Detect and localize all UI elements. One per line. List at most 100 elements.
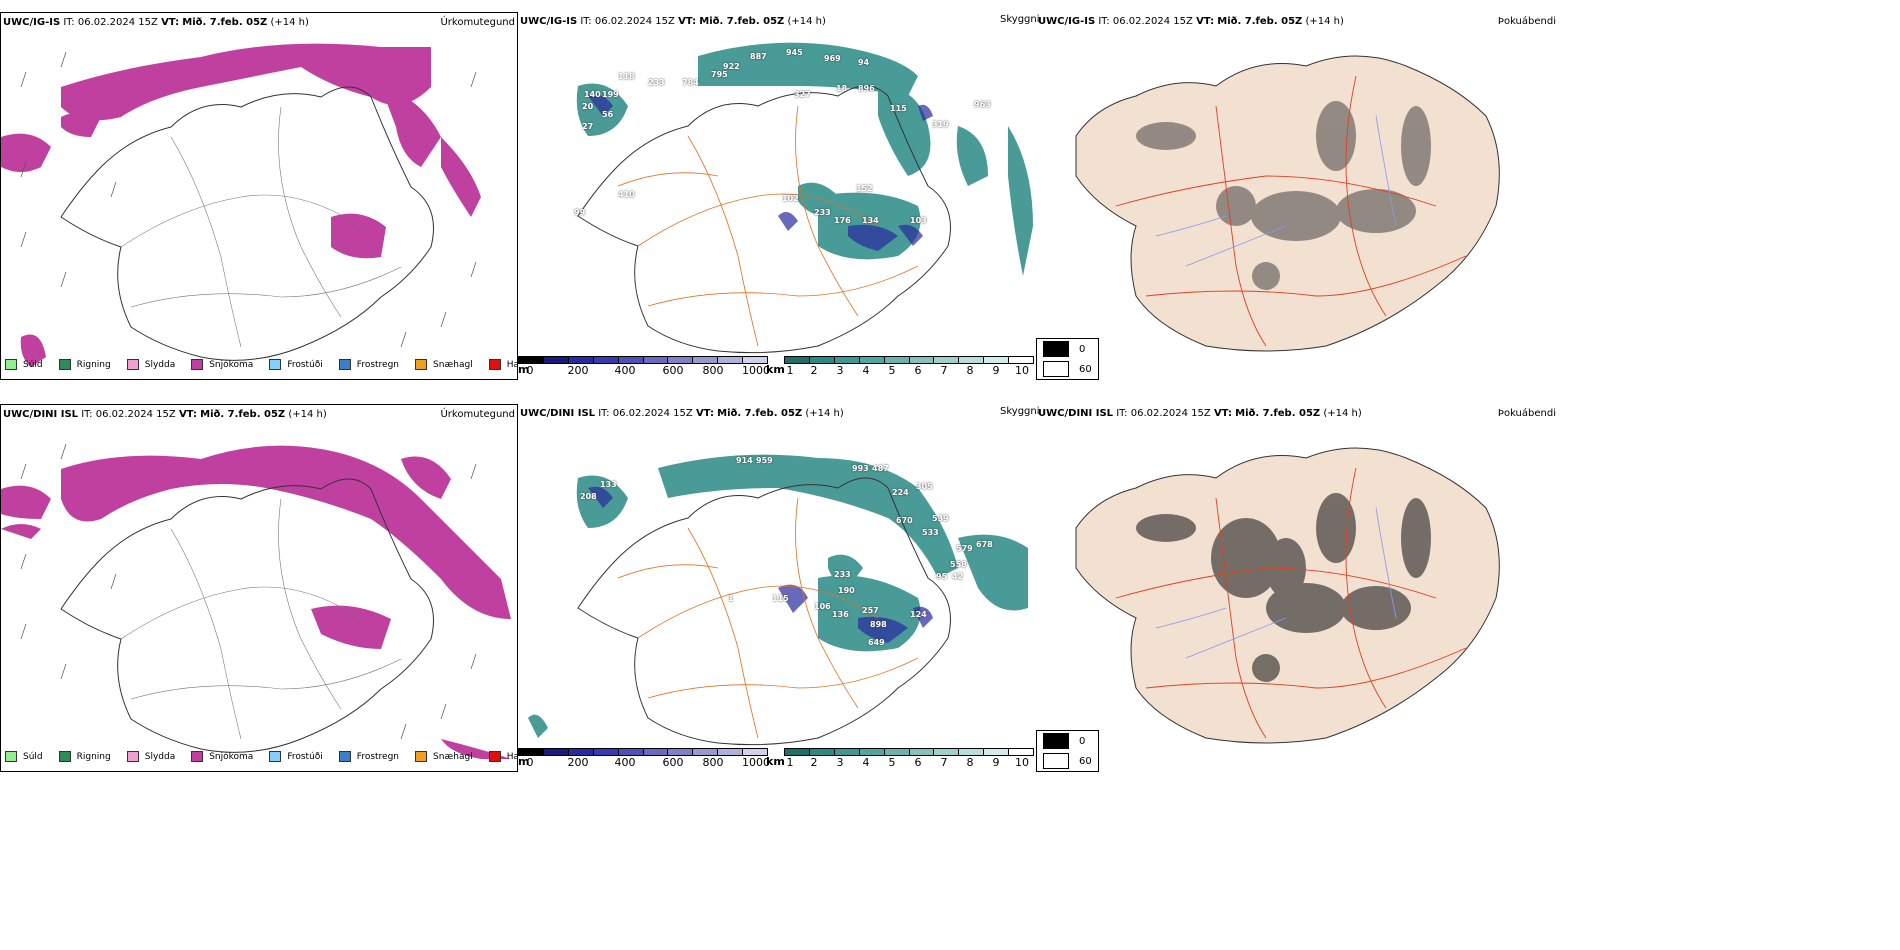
cloud-panel-row2: UWC/DINI ISL IT: 06.02.2024 15Z VT: Mið.…	[518, 404, 1038, 774]
wind-barbs	[20, 443, 477, 740]
cloud-label: 199	[602, 90, 619, 99]
panel-title-precip: Úrkomutegund	[440, 17, 515, 28]
cloud-label: 233	[648, 78, 665, 87]
cloud-label: 152	[856, 184, 873, 193]
header-row1-cloud: UWC/IG-IS IT: 06.02.2024 15Z VT: Mið. 7.…	[520, 16, 826, 27]
cloud-label: 969	[824, 54, 841, 63]
fog-map-row2	[1075, 447, 1500, 744]
legend-item: Haglél	[488, 359, 517, 370]
cloud-label: 95	[936, 572, 948, 581]
cloud-base-areas	[588, 94, 933, 251]
iceland-outline	[577, 477, 951, 746]
cloud-label: 784	[682, 78, 699, 87]
legend-item: Slydda	[126, 751, 175, 762]
header-row1-fog: UWC/IG-IS IT: 06.02.2024 15Z VT: Mið. 7.…	[1038, 16, 1344, 27]
cloud-label: 539	[932, 514, 949, 523]
fog-panel-row2: UWC/DINI ISL IT: 06.02.2024 15Z VT: Mið.…	[1036, 404, 1556, 774]
header-row2-fog: UWC/DINI ISL IT: 06.02.2024 15Z VT: Mið.…	[1038, 408, 1362, 419]
cloud-label: 795	[711, 70, 728, 79]
roads	[120, 498, 402, 740]
cloud-label: 487	[872, 464, 889, 473]
precip-map-row1	[1, 43, 481, 367]
cloud-label: 959	[756, 456, 773, 465]
cloud-map-row2	[528, 454, 1028, 746]
cloud-label: 115	[772, 594, 789, 603]
cloud-label: 558	[950, 560, 967, 569]
fog-map-row1	[1075, 55, 1500, 352]
cloud-label: 670	[896, 516, 913, 525]
cloud-label: 20	[582, 102, 594, 111]
cloud-label: 124	[910, 610, 927, 619]
legend-item: Snjókoma	[191, 751, 253, 762]
legend-item: Frostúði	[269, 359, 323, 370]
roads	[617, 105, 919, 347]
colorbar-m-row2: 0 200 400 600 800 1000 m	[518, 748, 770, 769]
legend-item: Frostúði	[269, 751, 323, 762]
cloud-label: 99	[574, 208, 586, 217]
cloud-label: 319	[932, 120, 949, 129]
cloud-label: 224	[892, 488, 909, 497]
legend-item: Rigning	[58, 359, 111, 370]
snow-areas	[1, 445, 511, 759]
cloud-label: 190	[838, 586, 855, 595]
iceland-outline	[60, 478, 434, 753]
roads	[120, 106, 402, 348]
cloud-label: 305	[916, 482, 933, 491]
cloud-label: 106	[814, 602, 831, 611]
legend-item: Súld	[5, 359, 43, 370]
cloud-label: 1	[728, 594, 734, 603]
cloud-label: 56	[602, 110, 614, 119]
cloud-label: 649	[868, 638, 885, 647]
cloud-label: 42	[952, 572, 964, 581]
colorbar-m-row1: 0 200 400 600 800 1000 m	[518, 356, 770, 377]
legend-item: Snæhagl	[415, 751, 473, 762]
cloud-label: 18	[836, 84, 848, 93]
panel-title-fog: Þokuábendi	[1497, 16, 1556, 27]
rivers	[1155, 507, 1397, 659]
cloud-label: 579	[956, 544, 973, 553]
iceland-outline	[60, 86, 434, 361]
fog-areas	[1136, 101, 1431, 290]
cloud-label: 134	[862, 216, 879, 225]
cloud-label: 257	[862, 606, 879, 615]
roads	[1115, 75, 1467, 347]
legend-item: Snæhagl	[415, 359, 473, 370]
legend-item: Frostregn	[338, 751, 399, 762]
header-row2-precip: UWC/DINI ISL IT: 06.02.2024 15Z VT: Mið.…	[3, 409, 327, 420]
cloud-base-areas	[588, 486, 933, 643]
legend-item: Súld	[5, 751, 43, 762]
panel-title-cloud: Skyggni	[1000, 406, 1040, 417]
cloud-label: 993	[852, 464, 869, 473]
cloud-label: 133	[600, 480, 617, 489]
fog-legend-row2: 0 60	[1036, 730, 1099, 772]
cloud-label: 140	[584, 90, 601, 99]
cloud-label: 922	[723, 62, 740, 71]
cloud-label: 327	[794, 90, 811, 99]
panel-title-fog: Þokuábendi	[1497, 408, 1556, 419]
legend-item: Frostregn	[338, 359, 399, 370]
cloud-label: 102	[782, 194, 799, 203]
cloud-label: 118	[618, 72, 635, 81]
legend-item: Snjókoma	[191, 359, 253, 370]
precip-panel-row2: UWC/DINI ISL IT: 06.02.2024 15Z VT: Mið.…	[0, 404, 518, 772]
cloud-label: 914	[736, 456, 753, 465]
legend-item: Haglél	[488, 751, 517, 762]
header-row2-cloud: UWC/DINI ISL IT: 06.02.2024 15Z VT: Mið.…	[520, 408, 844, 419]
cloud-label: 176	[834, 216, 851, 225]
cloud-label: 678	[976, 540, 993, 549]
precip-legend-row2: Súld Rigning Slydda Snjókoma Frostúði Fr…	[5, 751, 517, 762]
cloud-label: 233	[814, 208, 831, 217]
iceland-outline	[577, 85, 951, 354]
wind-barbs	[20, 51, 477, 348]
fog-legend-row1: 0 60	[1036, 338, 1099, 380]
header-row1-precip: UWC/IG-IS IT: 06.02.2024 15Z VT: Mið. 7.…	[3, 17, 309, 28]
legend-item: Rigning	[58, 751, 111, 762]
snow-areas	[1, 43, 481, 367]
cloud-label: 887	[750, 52, 767, 61]
cloud-label: 27	[582, 122, 594, 131]
roads	[617, 497, 919, 739]
cloud-label: 94	[858, 58, 870, 67]
fog-panel-row1: UWC/IG-IS IT: 06.02.2024 15Z VT: Mið. 7.…	[1036, 12, 1556, 382]
